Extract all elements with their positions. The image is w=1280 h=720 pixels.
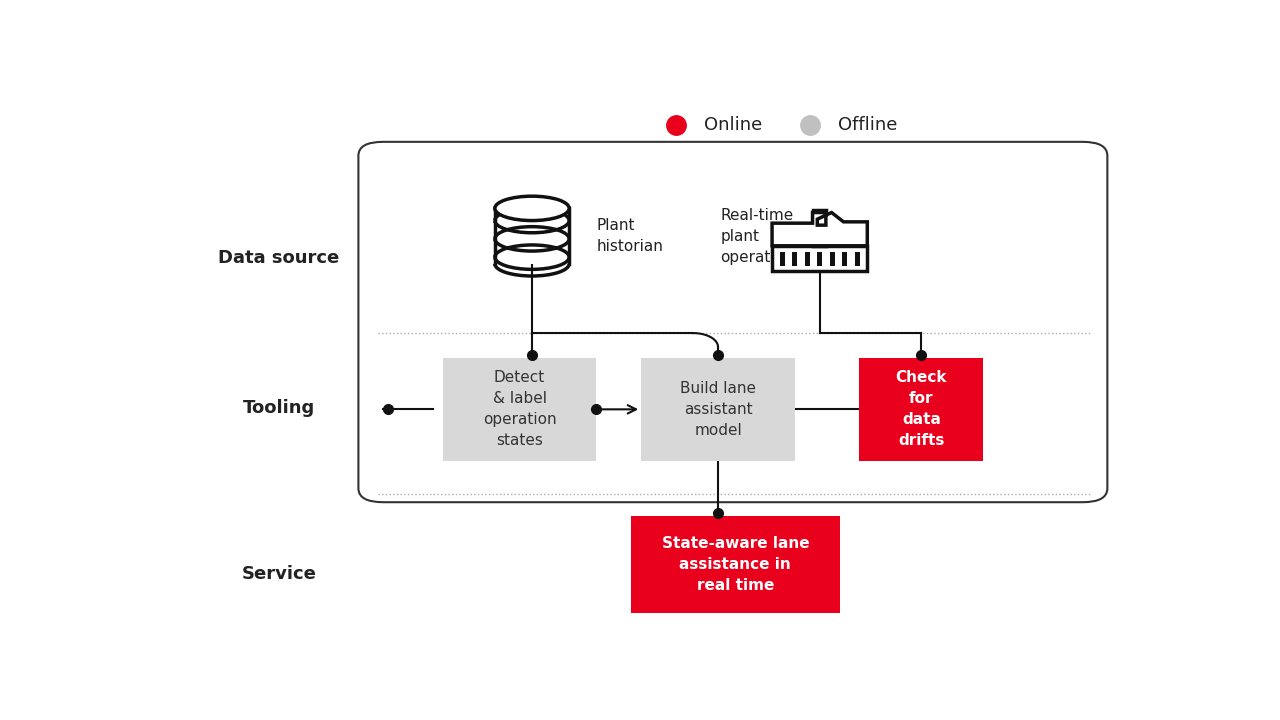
Bar	[813, 210, 826, 246]
Text: Check
for
data
drifts: Check for data drifts	[896, 370, 947, 449]
Text: Service: Service	[242, 565, 316, 583]
Bar	[495, 208, 570, 264]
Text: Offline: Offline	[837, 116, 897, 134]
Text: Build lane
assistant
model: Build lane assistant model	[680, 381, 756, 438]
FancyBboxPatch shape	[443, 358, 596, 461]
Bar	[818, 252, 822, 266]
Polygon shape	[772, 212, 868, 246]
Text: Real-time
plant
operation: Real-time plant operation	[721, 207, 794, 264]
FancyBboxPatch shape	[631, 516, 840, 613]
Text: Tooling: Tooling	[243, 399, 315, 417]
Text: Online: Online	[704, 116, 762, 134]
Bar	[780, 252, 785, 266]
Text: Data source: Data source	[219, 249, 339, 267]
Ellipse shape	[495, 196, 570, 220]
Text: State-aware lane
assistance in
real time: State-aware lane assistance in real time	[662, 536, 809, 593]
FancyBboxPatch shape	[859, 358, 983, 461]
Bar	[829, 252, 835, 266]
Bar	[772, 246, 868, 271]
Text: Plant
historian: Plant historian	[596, 218, 663, 254]
Bar	[855, 252, 860, 266]
FancyBboxPatch shape	[641, 358, 795, 461]
Bar	[842, 252, 847, 266]
Bar	[805, 252, 809, 266]
Bar	[792, 252, 797, 266]
Text: Detect
& label
operation
states: Detect & label operation states	[483, 370, 557, 449]
